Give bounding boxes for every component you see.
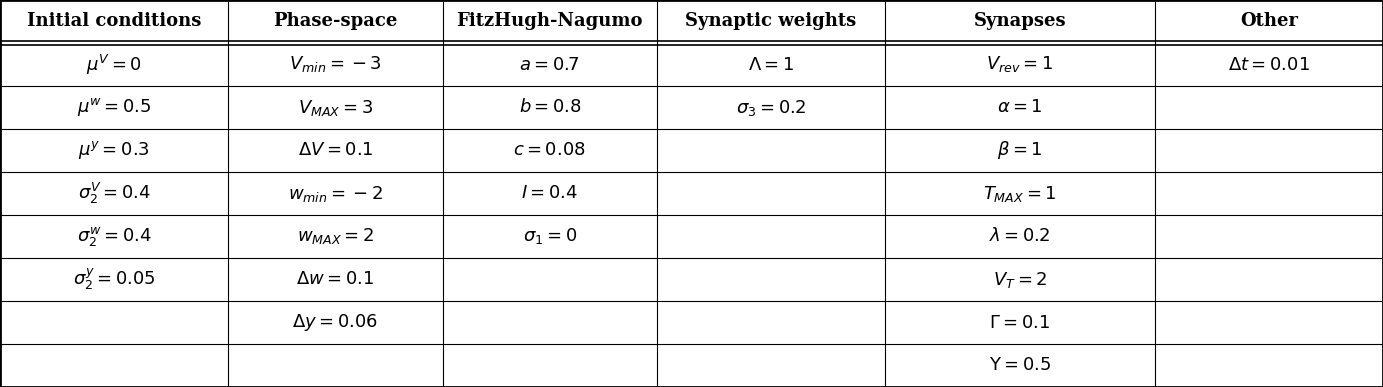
Text: $w_{MAX} = 2$: $w_{MAX} = 2$: [297, 226, 373, 247]
Text: Synapses: Synapses: [974, 12, 1066, 31]
Text: $I = 0.4$: $I = 0.4$: [521, 185, 578, 202]
Text: $\mu^y = 0.3$: $\mu^y = 0.3$: [79, 139, 149, 161]
Text: $\Delta V = 0.1$: $\Delta V = 0.1$: [297, 142, 373, 159]
Text: $\beta = 1$: $\beta = 1$: [997, 139, 1043, 161]
Text: $\lambda = 0.2$: $\lambda = 0.2$: [989, 228, 1051, 245]
Text: FitzHugh-Nagumo: FitzHugh-Nagumo: [456, 12, 643, 31]
Text: $\Delta t = 0.01$: $\Delta t = 0.01$: [1228, 55, 1310, 74]
Text: $\sigma_2^w = 0.4$: $\sigma_2^w = 0.4$: [76, 225, 152, 248]
Text: Phase-space: Phase-space: [274, 12, 397, 31]
Text: Other: Other: [1241, 12, 1297, 31]
Text: Synaptic weights: Synaptic weights: [686, 12, 856, 31]
Text: $a = 0.7$: $a = 0.7$: [519, 55, 581, 74]
Text: $\sigma_2^V = 0.4$: $\sigma_2^V = 0.4$: [77, 181, 151, 206]
Text: $\Lambda = 1$: $\Lambda = 1$: [748, 55, 794, 74]
Text: $\Delta y = 0.06$: $\Delta y = 0.06$: [292, 312, 379, 333]
Text: $\Upsilon = 0.5$: $\Upsilon = 0.5$: [989, 356, 1051, 375]
Text: $\sigma_1 = 0$: $\sigma_1 = 0$: [523, 226, 577, 247]
Text: $\sigma_2^y = 0.05$: $\sigma_2^y = 0.05$: [73, 267, 155, 292]
Text: $\sigma_3 = 0.2$: $\sigma_3 = 0.2$: [736, 98, 806, 118]
Text: $V_{MAX} = 3$: $V_{MAX} = 3$: [297, 98, 373, 118]
Text: $T_{MAX} = 1$: $T_{MAX} = 1$: [983, 183, 1057, 204]
Text: $\mu^V = 0$: $\mu^V = 0$: [86, 53, 142, 77]
Text: $\Gamma = 0.1$: $\Gamma = 0.1$: [989, 313, 1051, 332]
Text: $c = 0.08$: $c = 0.08$: [513, 142, 586, 159]
Text: $\alpha = 1$: $\alpha = 1$: [997, 99, 1043, 116]
Text: $V_T = 2$: $V_T = 2$: [993, 269, 1047, 289]
Text: $\mu^w = 0.5$: $\mu^w = 0.5$: [77, 96, 151, 118]
Text: $b = 0.8$: $b = 0.8$: [519, 99, 581, 116]
Text: $w_{min} = -2$: $w_{min} = -2$: [288, 183, 383, 204]
Text: Initial conditions: Initial conditions: [26, 12, 202, 31]
Text: $\Delta w = 0.1$: $\Delta w = 0.1$: [296, 271, 375, 288]
Text: $V_{min} = -3$: $V_{min} = -3$: [289, 55, 382, 75]
Text: $V_{rev} = 1$: $V_{rev} = 1$: [986, 55, 1054, 75]
